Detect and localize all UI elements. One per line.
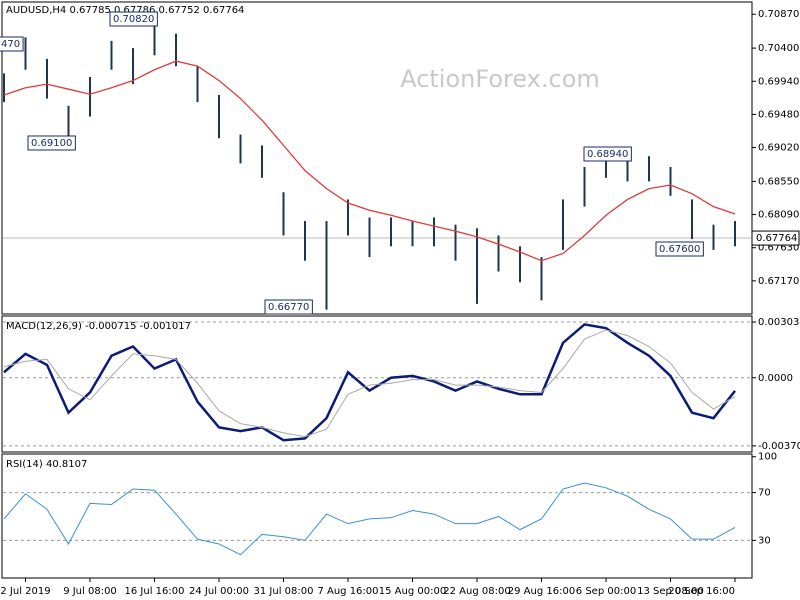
indicator-line	[3, 329, 736, 438]
annotation: 0.66770	[268, 302, 309, 313]
indicator-line	[3, 60, 736, 262]
annotation: 0.68940	[587, 149, 628, 160]
y-tick-label: 0.67170	[758, 276, 799, 287]
x-tick-label: 16 Jul 16:00	[125, 586, 185, 597]
x-tick-label: 24 Jul 00:00	[189, 586, 249, 597]
y-tick-label: 0.70870	[758, 9, 799, 20]
indicator-line	[3, 482, 736, 556]
price-title: AUDUSD,H4 0.67785 0.67786 0.67752 0.6776…	[6, 5, 244, 16]
annotation-box	[27, 135, 76, 151]
indicator-line	[3, 323, 736, 442]
x-tick-label: 22 Aug 08:00	[443, 586, 510, 597]
y-tick-label: 0.68090	[758, 210, 799, 221]
annotation-box	[583, 146, 632, 162]
x-tick-label: 20 Sep 16:00	[668, 586, 735, 597]
price-panel	[1, 1, 753, 315]
annotation: 470	[1, 39, 20, 50]
y-tick-label: 0.70400	[758, 43, 799, 54]
annotation-box	[264, 299, 313, 315]
x-tick-label: 31 Jul 08:00	[254, 586, 314, 597]
y-tick-label: 70	[758, 488, 771, 499]
y-tick-label: 0.69480	[758, 109, 799, 120]
x-tick-label: 7 Aug 16:00	[317, 586, 378, 597]
rsi-panel	[1, 453, 753, 579]
x-tick-label: 29 Aug 16:00	[508, 586, 575, 597]
last-price-box	[751, 230, 800, 246]
y-tick-label: 0.0000	[758, 373, 793, 384]
y-tick-label: 0.69940	[758, 76, 799, 87]
annotation-box	[655, 241, 704, 257]
y-tick-label: 0.69020	[758, 143, 799, 154]
annotation: 0.67600	[659, 244, 700, 255]
watermark: ActionForex.com	[400, 65, 600, 93]
y-tick-label: 0.68550	[758, 176, 799, 187]
y-tick-label: 30	[758, 535, 771, 546]
annotation-box	[0, 36, 24, 52]
x-tick-label: 9 Jul 08:00	[63, 586, 117, 597]
macd-title: MACD(12,26,9) -0.000715 -0.001017	[6, 321, 191, 332]
macd-panel	[1, 315, 753, 453]
annotation-box	[109, 11, 158, 27]
last-price-label: 0.67764	[756, 233, 797, 244]
y-tick-label: -0.003706	[758, 441, 800, 452]
x-tick-label: 2 Jul 2019	[0, 586, 50, 597]
y-tick-label: 0.67630	[758, 243, 799, 254]
annotation: 0.69100	[31, 138, 72, 149]
x-tick-label: 13 Sep 08:00	[637, 586, 704, 597]
y-tick-label: 100	[758, 452, 777, 463]
x-tick-label: 15 Aug 00:00	[379, 586, 446, 597]
y-tick-label: 0.003031	[758, 317, 800, 328]
x-tick-label: 6 Sep 00:00	[576, 586, 636, 597]
annotation: 0.70820	[113, 14, 154, 25]
rsi-title: RSI(14) 40.8107	[6, 459, 87, 470]
